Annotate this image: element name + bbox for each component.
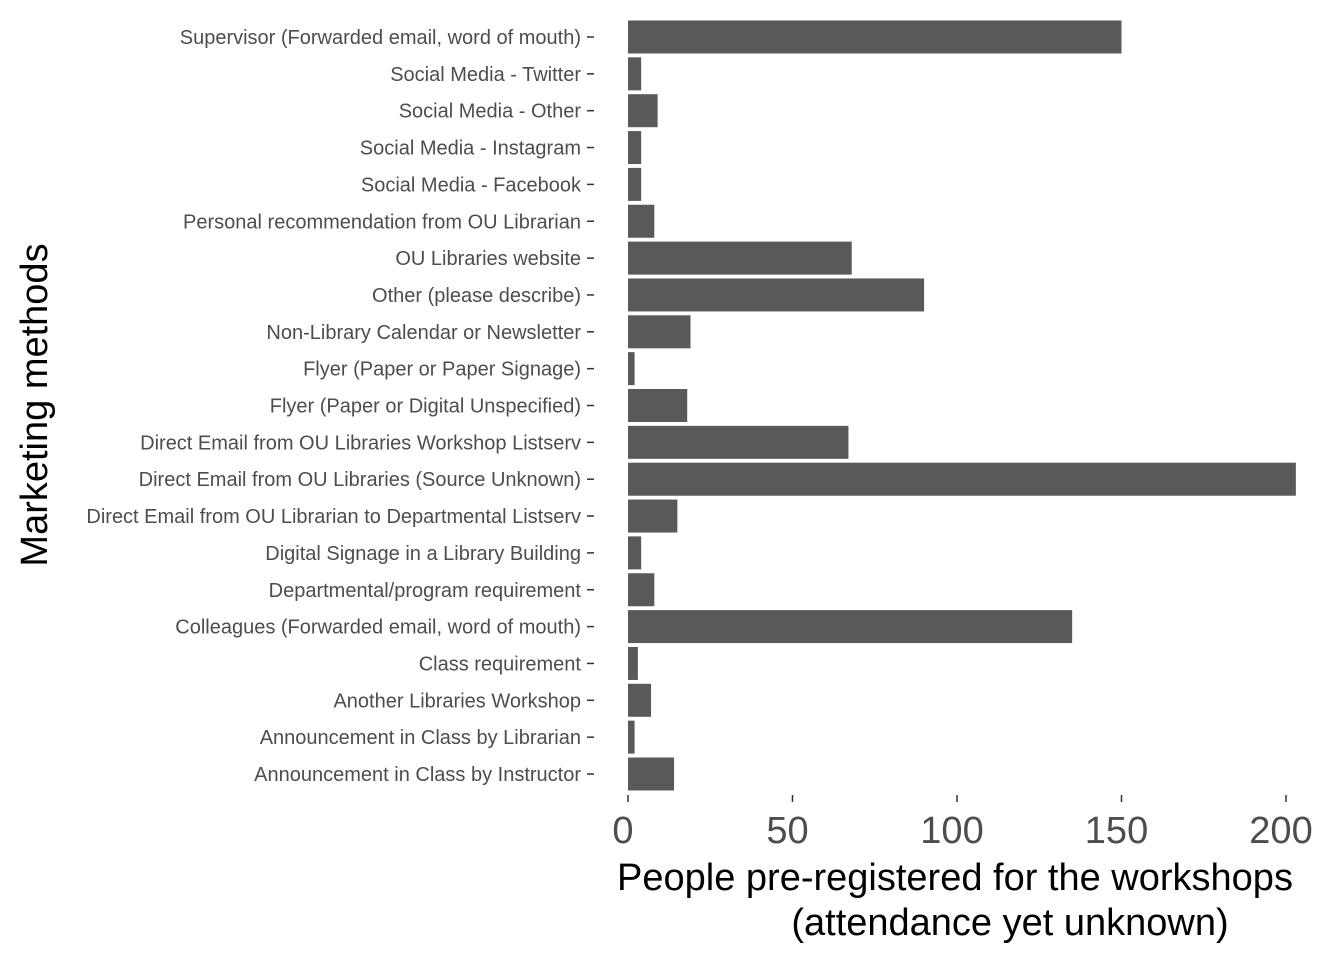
y-tick-label-supervisor-forwarded-email-word-of-mouth: Supervisor (Forwarded email, word of mou… bbox=[180, 27, 581, 49]
bar-direct-email-from-ou-librarian-to-departmental-listserv bbox=[628, 499, 678, 533]
y-tick-label-direct-email-from-ou-libraries-source-unknown: Direct Email from OU Libraries (Source U… bbox=[139, 469, 581, 491]
y-tick-label-social-media-other: Social Media - Other bbox=[399, 101, 582, 123]
bar-direct-email-from-ou-libraries-source-unknown bbox=[628, 462, 1296, 496]
y-tick-label-digital-signage-in-a-library-building: Digital Signage in a Library Building bbox=[265, 543, 581, 565]
y-tick-label-non-library-calendar-or-newsletter: Non-Library Calendar or Newsletter bbox=[266, 322, 581, 344]
bar-colleagues-forwarded-email-word-of-mouth bbox=[628, 610, 1073, 644]
bar-personal-recommendation-from-ou-librarian bbox=[628, 204, 655, 238]
y-tick-label-direct-email-from-ou-librarian-to-departmental-listserv: Direct Email from OU Librarian to Depart… bbox=[86, 506, 581, 528]
bar-other-please-describe bbox=[628, 278, 925, 312]
y-tick-label-other-please-describe: Other (please describe) bbox=[372, 285, 581, 307]
x-axis-title-line-1: People pre-registered for the workshops bbox=[617, 857, 1293, 899]
bar-flyer-paper-or-paper-signage bbox=[628, 352, 635, 386]
y-tick-label-flyer-paper-or-paper-signage: Flyer (Paper or Paper Signage) bbox=[303, 359, 581, 381]
bar-announcement-in-class-by-instructor bbox=[628, 757, 675, 791]
bar-social-media-twitter bbox=[628, 57, 642, 91]
bar-social-media-facebook bbox=[628, 167, 642, 201]
bar-departmental-program-requirement bbox=[628, 573, 655, 607]
x-tick-label-100: 100 bbox=[920, 810, 983, 852]
y-tick-label-social-media-instagram: Social Media - Instagram bbox=[360, 138, 581, 160]
y-tick-label-class-requirement: Class requirement bbox=[419, 653, 582, 675]
bars-layer bbox=[628, 20, 1296, 791]
y-tick-label-colleagues-forwarded-email-word-of-mouth: Colleagues (Forwarded email, word of mou… bbox=[175, 617, 581, 639]
y-tick-label-flyer-paper-or-digital-unspecified: Flyer (Paper or Digital Unspecified) bbox=[270, 396, 581, 418]
bar-announcement-in-class-by-librarian bbox=[628, 720, 635, 754]
bar-digital-signage-in-a-library-building bbox=[628, 536, 642, 570]
y-axis-title: Marketing methods bbox=[14, 243, 56, 566]
bar-direct-email-from-ou-libraries-workshop-listserv bbox=[628, 425, 849, 459]
bar-flyer-paper-or-digital-unspecified bbox=[628, 389, 688, 422]
bar-ou-libraries-website bbox=[628, 241, 852, 275]
bar-class-requirement bbox=[628, 646, 638, 680]
y-tick-label-announcement-in-class-by-instructor: Announcement in Class by Instructor bbox=[254, 764, 581, 786]
x-tick-label-50: 50 bbox=[766, 810, 808, 852]
y-tick-label-announcement-in-class-by-librarian: Announcement in Class by Librarian bbox=[260, 727, 581, 749]
value-axis: 0 50 100 150 200 bbox=[612, 795, 1313, 852]
x-axis-title-line-2: (attendance yet unknown) bbox=[791, 902, 1228, 944]
y-tick-label-personal-recommendation-from-ou-librarian: Personal recommendation from OU Libraria… bbox=[183, 211, 581, 233]
bar-non-library-calendar-or-newsletter bbox=[628, 315, 691, 349]
y-tick-label-ou-libraries-website: OU Libraries website bbox=[395, 248, 581, 270]
x-tick-label-150: 150 bbox=[1085, 810, 1148, 852]
y-tick-label-social-media-facebook: Social Media - Facebook bbox=[361, 174, 582, 196]
y-tick-label-social-media-twitter: Social Media - Twitter bbox=[390, 64, 581, 86]
x-tick-label-200: 200 bbox=[1249, 810, 1312, 852]
bar-social-media-instagram bbox=[628, 131, 642, 165]
y-tick-label-another-libraries-workshop: Another Libraries Workshop bbox=[333, 690, 581, 712]
category-axis: Supervisor (Forwarded email, word of mou… bbox=[86, 27, 594, 786]
bar-another-libraries-workshop bbox=[628, 683, 652, 717]
y-tick-label-departmental-program-requirement: Departmental/program requirement bbox=[269, 580, 582, 602]
y-tick-label-direct-email-from-ou-libraries-workshop-listserv: Direct Email from OU Libraries Workshop … bbox=[140, 432, 581, 454]
x-tick-label-0: 0 bbox=[612, 810, 633, 852]
bar-supervisor-forwarded-email-word-of-mouth bbox=[628, 20, 1122, 54]
bar-social-media-other bbox=[628, 94, 658, 128]
